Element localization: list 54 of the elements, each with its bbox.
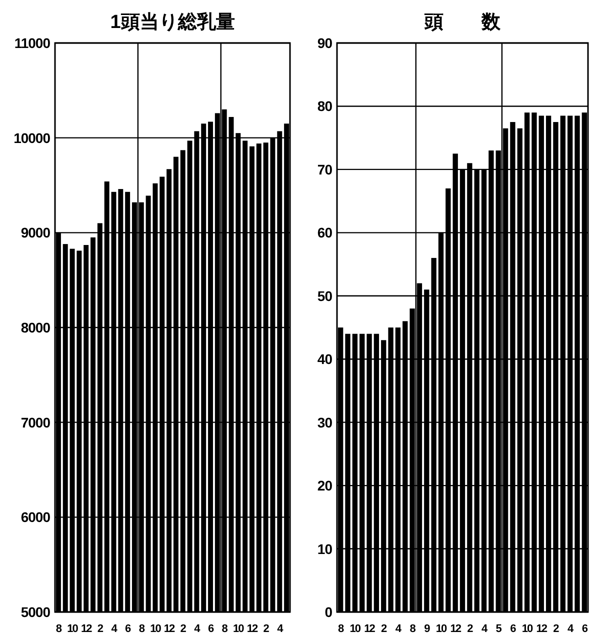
- x-tick-label: 6: [582, 623, 588, 635]
- x-tick-label: 5: [496, 623, 502, 635]
- x-tick-label: 8: [338, 623, 344, 635]
- x-tick-label: 12: [450, 623, 462, 635]
- chart-title: 1頭当り総乳量: [110, 11, 235, 33]
- x-tick-label: 8: [56, 623, 62, 635]
- y-tick-label: 50: [317, 288, 333, 304]
- x-tick-label: 12: [536, 623, 548, 635]
- y-tick-label: 80: [317, 98, 333, 114]
- y-tick-label: 20: [317, 478, 333, 494]
- y-tick-label: 0: [324, 604, 333, 620]
- x-tick-label: 12: [246, 623, 258, 635]
- x-tick-label: 10: [150, 623, 162, 635]
- x-tick-label: 4: [395, 623, 402, 635]
- x-tick-label: 6: [510, 623, 516, 635]
- y-tick-label: 10000: [14, 130, 51, 146]
- x-tick-label: 10: [233, 623, 244, 635]
- chart-title: 頭 数: [424, 12, 502, 33]
- x-tick-label: 4: [194, 623, 202, 635]
- y-tick-label: 8000: [20, 320, 51, 336]
- x-tick-label: 10: [67, 623, 78, 635]
- x-tick-label: 2: [97, 623, 104, 635]
- x-tick-label: 6: [125, 623, 132, 635]
- x-tick-label: 8: [138, 623, 145, 635]
- y-tick-label: 30: [317, 414, 333, 430]
- x-tick-label: 10: [436, 623, 447, 635]
- x-tick-label: 12: [164, 623, 176, 635]
- x-tick-label: 4: [481, 623, 488, 635]
- x-tick-label: 4: [111, 623, 118, 635]
- x-tick-label: 9: [424, 623, 430, 635]
- x-tick-label: 2: [467, 623, 474, 635]
- y-tick-label: 7000: [20, 414, 51, 430]
- y-tick-label: 10: [317, 540, 333, 557]
- x-tick-label: 2: [381, 623, 388, 635]
- x-tick-label: 4: [277, 623, 284, 635]
- x-tick-label: 8: [410, 623, 416, 635]
- y-tick-label: 6000: [20, 509, 51, 526]
- x-tick-label: 4: [568, 623, 575, 635]
- x-tick-label: 6: [208, 623, 214, 635]
- x-tick-label: 8: [222, 623, 228, 635]
- x-tick-label: 2: [180, 623, 186, 635]
- y-tick-label: 5000: [20, 604, 51, 620]
- x-tick-label: 10: [350, 623, 361, 635]
- x-tick-label: 10: [522, 623, 534, 635]
- y-tick-label: 11000: [14, 35, 51, 51]
- x-tick-label: 12: [364, 623, 376, 635]
- y-tick-label: 40: [317, 351, 333, 368]
- y-tick-label: 70: [317, 161, 333, 178]
- y-tick-label: 9000: [20, 224, 51, 241]
- x-tick-label: 2: [263, 623, 270, 635]
- y-tick-label: 60: [317, 224, 333, 241]
- x-tick-label: 12: [80, 623, 92, 635]
- x-tick-label: 2: [553, 623, 560, 635]
- y-tick-label: 90: [317, 35, 333, 51]
